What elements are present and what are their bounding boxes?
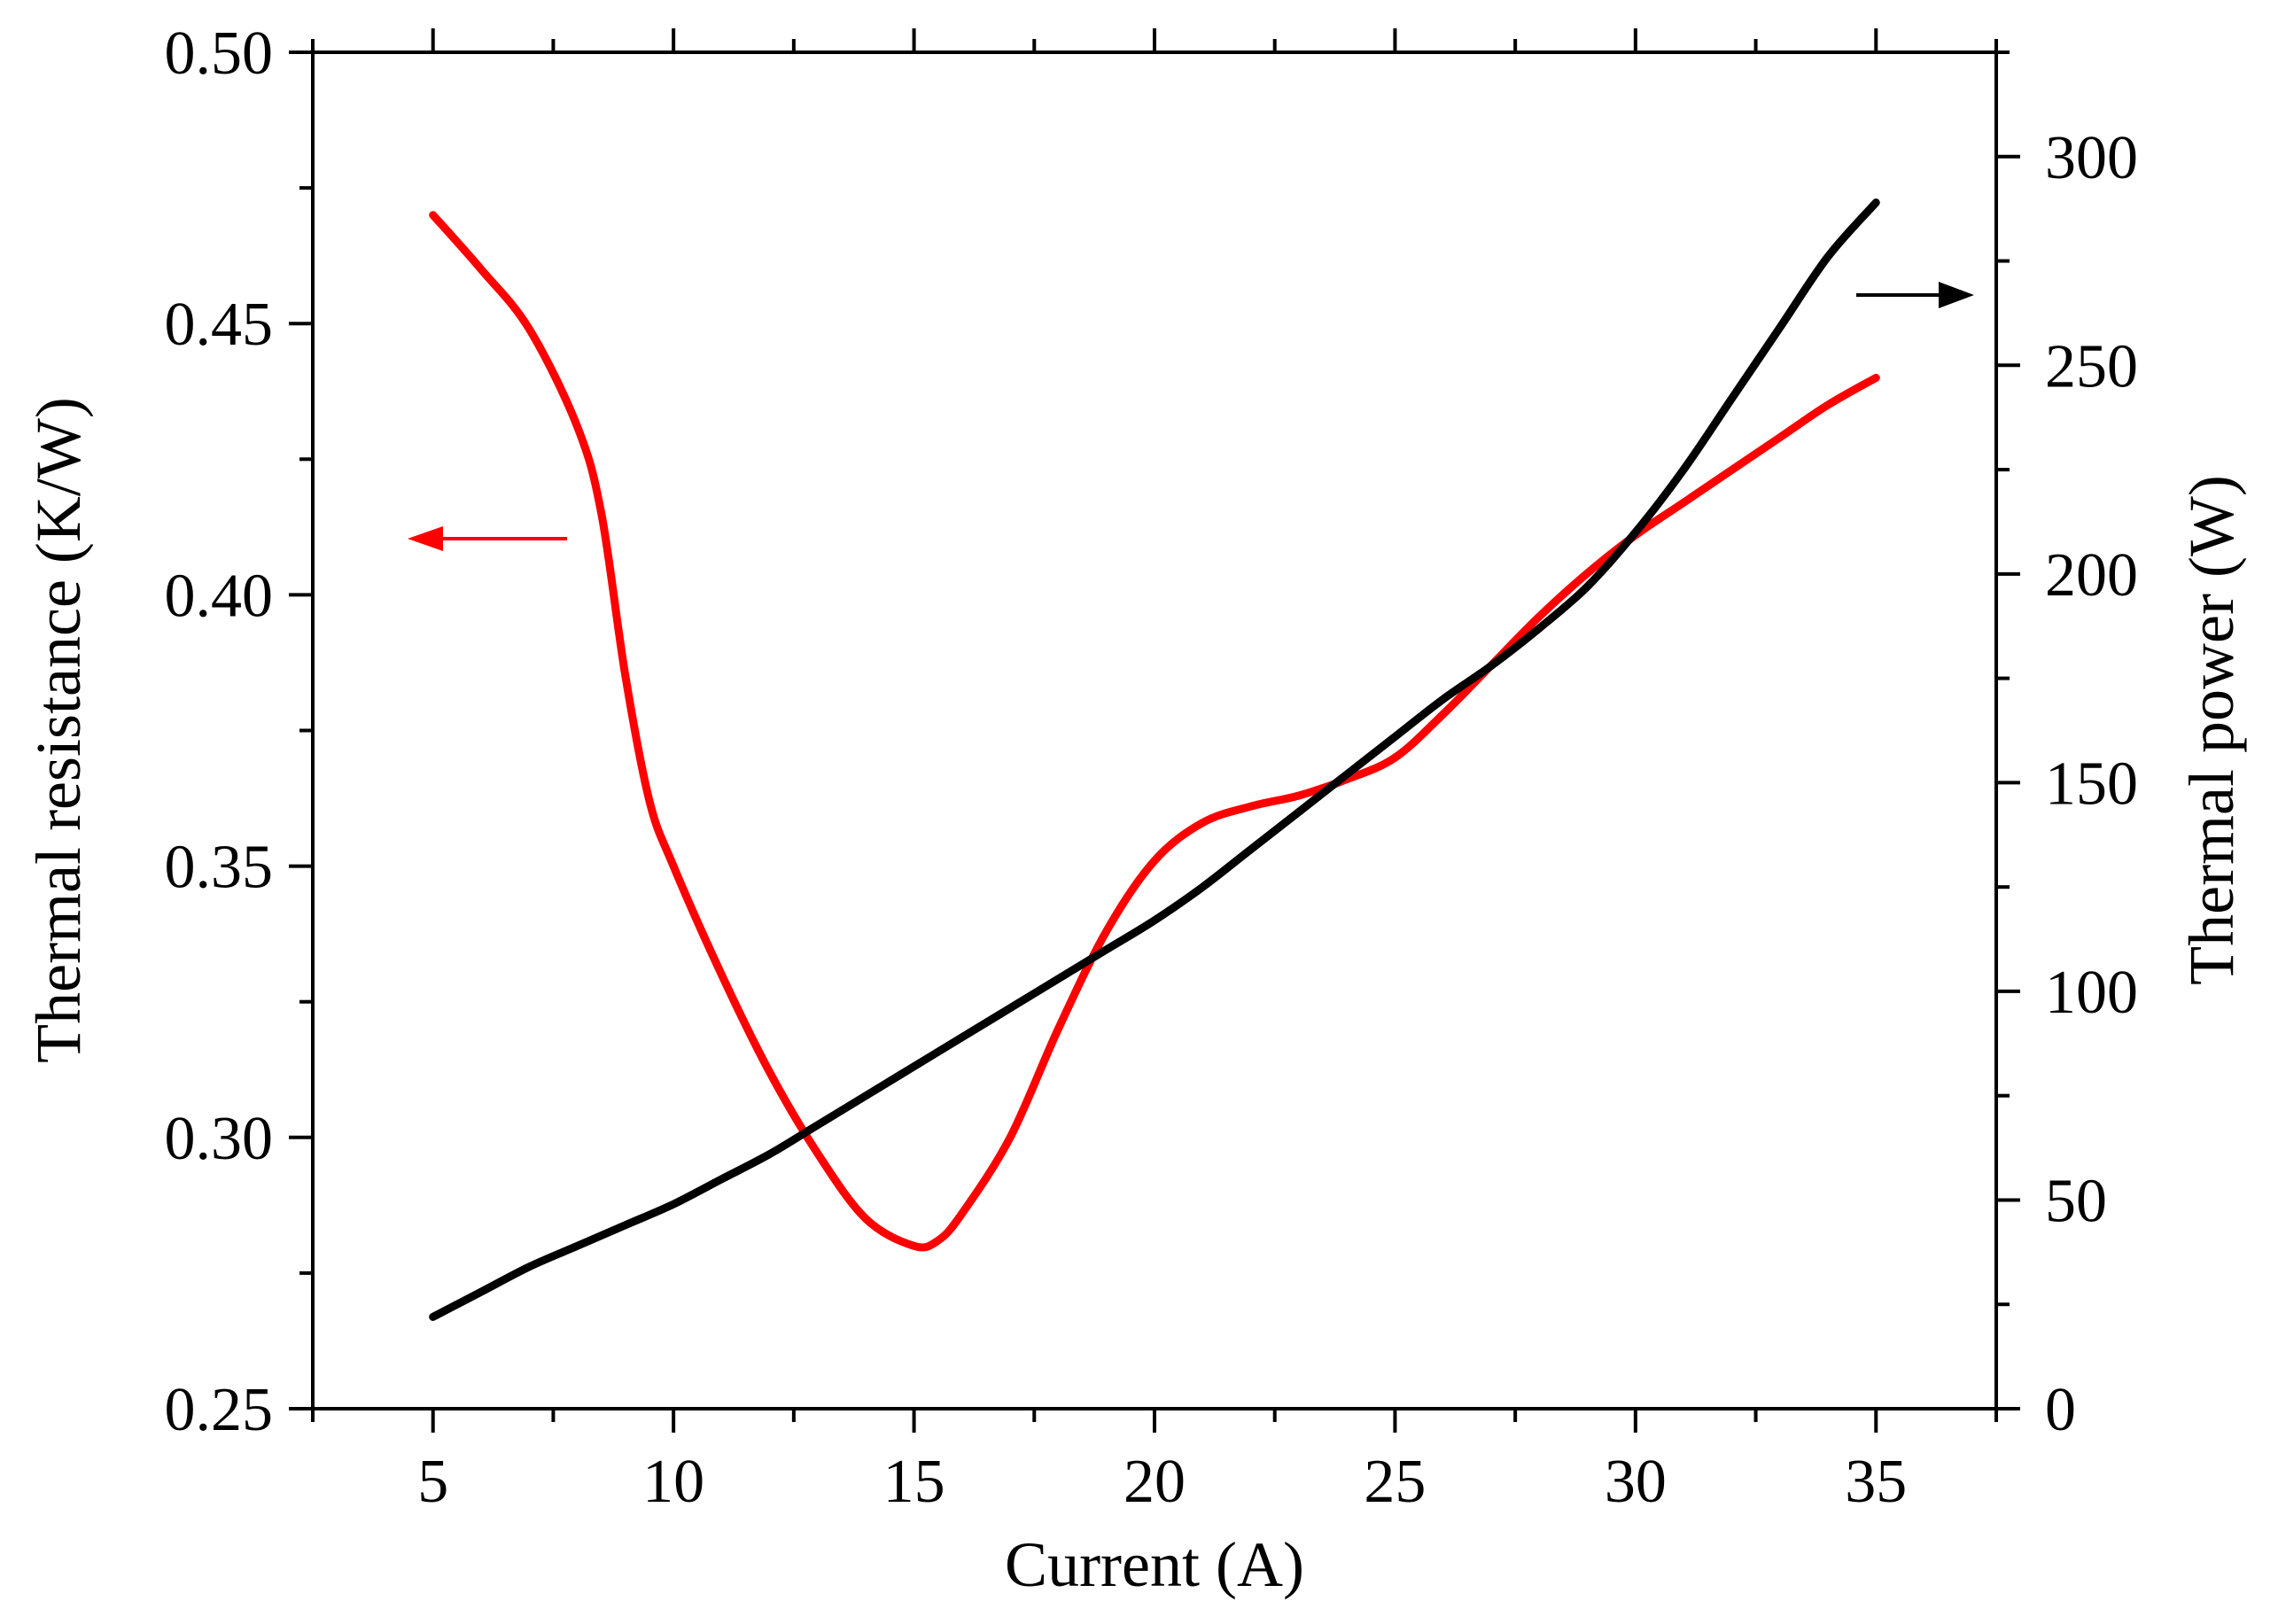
y-left-tick-label: 0.25 (165, 1376, 274, 1444)
y-left-tick-label: 0.50 (165, 19, 274, 88)
x-tick-label: 10 (642, 1448, 704, 1516)
x-tick-label: 35 (1845, 1448, 1907, 1516)
x-tick-label: 15 (883, 1448, 945, 1516)
y-left-tick-label: 0.40 (165, 562, 274, 630)
series-layer (429, 198, 1880, 1321)
y-left-tick-label: 0.30 (165, 1105, 274, 1173)
thermal-power-line (429, 198, 1880, 1321)
y-right-tick-label: 50 (2045, 1167, 2107, 1235)
x-tick-label: 5 (417, 1448, 448, 1516)
y-left-tick-label: 0.35 (165, 834, 274, 902)
plot-frame (311, 51, 1998, 1410)
x-tick-label: 20 (1123, 1448, 1186, 1516)
y-right-tick-label: 150 (2045, 750, 2138, 818)
y-right-tick-label: 100 (2045, 959, 2138, 1027)
x-tick-label: 30 (1605, 1448, 1667, 1516)
tick-labels: 5 10 15 20 25 30 35 0.25 0.30 0.35 0.40 0.45 0.50 0 50… (165, 19, 2139, 1516)
y-right-tick-label: 300 (2045, 124, 2138, 192)
y-right-axis-title: Thermal power (W) (2176, 475, 2247, 985)
y-right-tick-label: 200 (2045, 541, 2138, 610)
x-tick-label: 25 (1364, 1448, 1426, 1516)
right-axis-arrow (1856, 282, 1974, 308)
y-right-tick-label: 0 (2045, 1376, 2076, 1444)
y-right-tick-label: 250 (2045, 332, 2138, 400)
ticks (289, 28, 2020, 1433)
left-axis-arrow (408, 526, 567, 551)
y-left-axis-title: Thermal resistance (K/W) (23, 397, 94, 1063)
thermal-resistance-line (429, 211, 1880, 1252)
y-left-tick-label: 0.45 (165, 291, 274, 359)
x-axis-title: Current (A) (1005, 1529, 1304, 1600)
